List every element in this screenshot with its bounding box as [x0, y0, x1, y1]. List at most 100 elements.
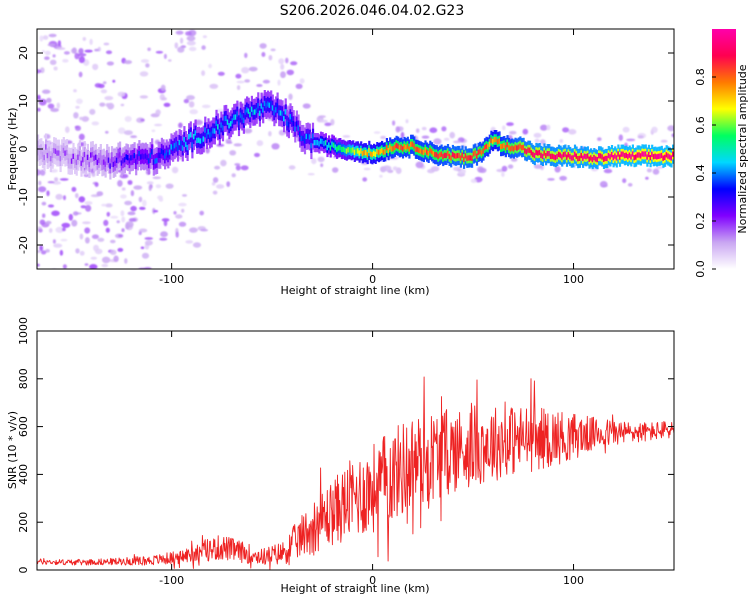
ridge-core-cell [352, 147, 355, 153]
spectrogram-speckle [71, 219, 78, 227]
spectrogram-speckle [38, 228, 43, 233]
ridge-core-cell [154, 158, 157, 164]
spectrogram-speckle [212, 177, 219, 183]
spectrogram-speckle [182, 194, 187, 197]
spectrogram-speckle [110, 239, 116, 244]
spectrogram-speckle [61, 222, 71, 228]
spectrogram-speckle [202, 35, 207, 39]
spectrogram-speckle [299, 78, 305, 84]
ridge-core-cell [570, 155, 573, 161]
spectrogram-speckle [65, 126, 70, 133]
ridge-core-cell [147, 158, 151, 164]
ridge-core-cell [196, 137, 199, 144]
spectrogram-speckle [510, 157, 518, 162]
ridge-core-cell [119, 152, 122, 158]
ridge-core-cell [594, 156, 597, 162]
ridge-core-cell [172, 145, 175, 151]
snr-frame [36, 330, 675, 571]
spectrogram-speckle [226, 181, 231, 188]
spectrogram-speckle [652, 168, 660, 175]
ridge-core-cell [141, 153, 144, 159]
spectrogram-speckle [186, 40, 196, 46]
spectrogram-speckle [141, 252, 150, 259]
ridge-core-cell [577, 156, 580, 162]
spectrogram-speckle [244, 79, 251, 83]
spectrogram-speckle [295, 83, 303, 90]
spectrogram-speckle [318, 115, 326, 118]
ridge-core-cell [562, 152, 565, 158]
ridge-core-cell [411, 141, 414, 147]
ridge-core-cell [475, 153, 479, 159]
spectrogram-speckle [130, 135, 138, 139]
ridge-core-cell [283, 116, 286, 122]
spectrogram-speckle [47, 103, 55, 109]
spectrogram-speckle [235, 73, 242, 79]
ridge-core-cell [361, 151, 364, 157]
ridge-core-cell [345, 148, 348, 154]
ridge-core-cell [49, 156, 53, 162]
ridge-core-cell [647, 151, 651, 158]
spectrogram-speckle [225, 141, 233, 144]
ridge-core-cell [672, 151, 674, 157]
spectrogram-speckle [111, 270, 117, 273]
spectrogram-speckle [207, 20, 216, 24]
ridge-core-cell [311, 133, 315, 139]
spectrogram-speckle [163, 53, 167, 60]
spectrogram-speckle [103, 219, 109, 226]
ridge-core-cell [617, 151, 620, 157]
ridge-core-cell [91, 151, 94, 158]
spectrogram-speckle [47, 204, 55, 208]
ridge-core-cell [74, 158, 77, 164]
ridge-core-cell [78, 151, 81, 157]
spectrogram-speckle [618, 134, 623, 141]
ridge-core-cell [62, 147, 65, 154]
ridge-core-cell [188, 134, 191, 140]
spectrogram-speckle [118, 127, 126, 134]
ridge-core-cell [350, 148, 353, 154]
ridge-core-cell [668, 154, 671, 160]
ridge-core-cell [413, 143, 416, 149]
ridge-core-cell [70, 158, 73, 164]
spectrogram-speckle [91, 172, 96, 177]
spectrogram-speckle [85, 237, 90, 244]
ridge-core-cell [565, 154, 569, 160]
ridge-core-cell [165, 150, 168, 156]
ridge-core-cell [115, 157, 118, 163]
ridge-core-cell [197, 137, 200, 143]
ridge-core-cell [202, 136, 205, 142]
spectrogram-speckle [185, 31, 192, 36]
spectrogram-speckle [101, 271, 104, 275]
spectrogram-speckle [324, 122, 332, 127]
ridge-core-cell [377, 149, 380, 156]
spectrogram-speckle [82, 37, 87, 41]
spectrogram-speckle [78, 133, 85, 141]
spectrogram-speckle [220, 159, 227, 167]
spectrogram-speckle [62, 264, 67, 269]
spectrogram-speckle [380, 135, 386, 140]
spectrogram-speckle [78, 71, 83, 78]
spectrogram-speckle [125, 221, 134, 228]
ridge-core-cell [511, 145, 514, 151]
spectrogram-speckle [254, 152, 260, 158]
ridge-core-cell [173, 143, 176, 149]
spectrogram-speckle [82, 221, 91, 225]
spectrogram-speckle [52, 268, 57, 269]
ridge-core-cell [569, 153, 572, 160]
spectrogram-speckle [645, 176, 649, 180]
spectrogram-speckle [47, 43, 56, 47]
ridge-core-cell [474, 150, 477, 156]
ridge-core-cell [421, 149, 424, 155]
ridge-core-cell [371, 152, 374, 158]
ridge-core-cell [99, 154, 102, 161]
ridge-core-cell [255, 107, 258, 113]
spectrogram-speckle [259, 43, 267, 49]
spectrogram-speckle [200, 228, 209, 232]
spectrogram-speckle [626, 138, 636, 142]
ridge-core-cell [176, 145, 180, 151]
bottom-x-axis-label: Height of straight line (km) [280, 582, 429, 595]
spectrogram-speckle [186, 35, 196, 42]
top-y-axis: -20 -10 0 10 20 [17, 46, 674, 254]
ridge-core-cell [242, 117, 245, 123]
ridge-core-cell [435, 152, 438, 158]
spectrogram-speckle [117, 180, 123, 187]
